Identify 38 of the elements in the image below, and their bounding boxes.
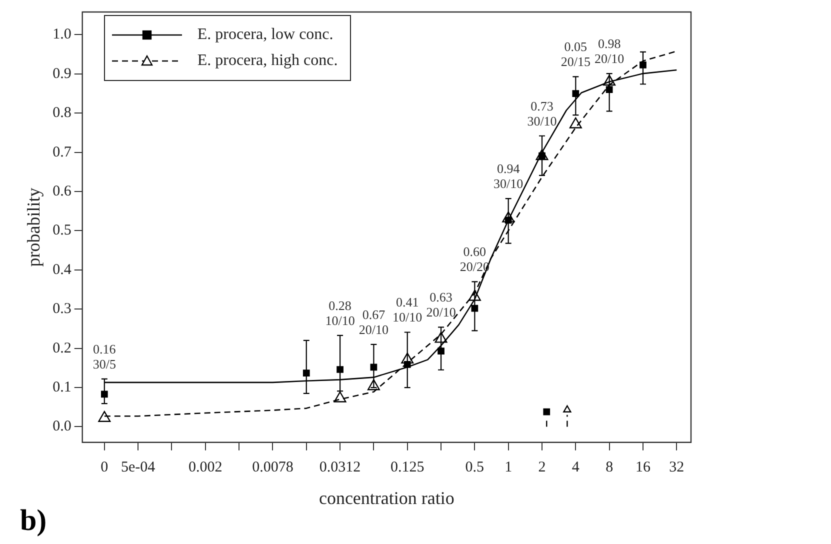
x-tick-label: 0 [100, 459, 108, 476]
text: b) [20, 504, 47, 537]
annotation: 0.05 20/15 [560, 39, 590, 70]
legend-label: E. procera, high conc. [197, 52, 338, 70]
legend-label: E. procera, low conc. [197, 26, 334, 44]
annotation: 0.73 30/10 [527, 98, 557, 128]
annotation: 0.67 20/10 [358, 306, 389, 337]
annotation: 0.94 30/10 [494, 161, 524, 192]
x-tick-label: 16 [635, 459, 651, 476]
x-tick-label: 0.5 [465, 459, 484, 476]
y-axis-title: probability [24, 188, 44, 267]
x-tick-label: 1 [504, 459, 512, 476]
y-tick-label: 0.6 [52, 183, 72, 200]
y-tick-label: 0.8 [52, 105, 72, 122]
y-tick-label: 0.7 [52, 144, 72, 160]
x-tick-label: 0.0312 [319, 459, 361, 476]
y-tick-label: 0.9 [52, 66, 72, 82]
x-tick-label: 0.002 [188, 459, 222, 476]
y-tick-label: 0.2 [52, 340, 72, 356]
x-tick-label: 2 [538, 459, 546, 476]
y-tick-label: 0.3 [52, 301, 72, 318]
annotation: 0.41 10/10 [392, 294, 422, 325]
y-tick-label: 0.5 [52, 222, 72, 239]
annotation: 0.16 30/5 [92, 341, 116, 372]
y-tick-label: 0.1 [52, 379, 72, 396]
x-axis-title: concentration ratio [318, 488, 454, 508]
y-tick-label: 0.0 [52, 418, 72, 435]
x-tick-label: 8 [606, 459, 614, 476]
annotation: 0.28 10/10 [325, 298, 355, 328]
x-tick-label: 5e-04 [120, 459, 156, 476]
x-tick-label: 4 [572, 459, 580, 476]
x-tick-label: 0.125 [390, 459, 424, 476]
y-tick-label: 0.4 [52, 262, 72, 278]
annotation: 0.63 20/10 [426, 290, 456, 320]
x-tick-label: 0.0078 [252, 459, 294, 476]
y-tick-label: 1.0 [52, 26, 72, 43]
annotation: 0.98 20/10 [594, 36, 624, 66]
x-tick-label: 32 [669, 459, 684, 476]
